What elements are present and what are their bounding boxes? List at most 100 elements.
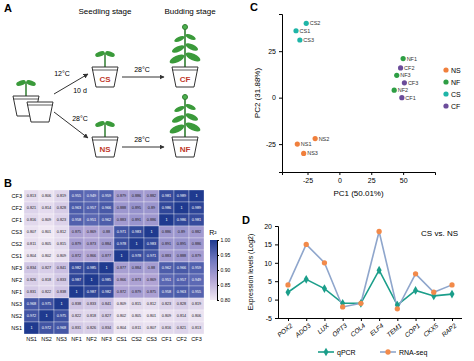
point-label: NS2 bbox=[319, 136, 330, 142]
cell-label: 0.823 bbox=[162, 302, 172, 306]
colorbar bbox=[210, 240, 217, 300]
cell bbox=[84, 214, 99, 226]
leaf bbox=[171, 114, 186, 125]
cell-label: 0.985 bbox=[87, 266, 97, 270]
cell-label: 0.895 bbox=[132, 206, 142, 210]
cell bbox=[84, 238, 99, 250]
y-axis-tick-label: -25 bbox=[266, 141, 276, 148]
x-axis-tick-mark bbox=[288, 318, 289, 321]
cell-label: 0.821 bbox=[27, 206, 37, 210]
cell bbox=[189, 298, 204, 310]
arrow bbox=[54, 74, 88, 94]
legend-label: NS bbox=[451, 67, 461, 74]
cell bbox=[189, 190, 204, 202]
cell-label: 0.812 bbox=[147, 302, 157, 306]
x-axis: NS1NS2NS3NF1NF2NF3CS1CS2CS3CF1CF2CF3 bbox=[26, 334, 202, 342]
y-axis-tick: 0 bbox=[268, 296, 278, 303]
x-axis-tick-label: COL4 bbox=[349, 321, 367, 338]
cell bbox=[189, 310, 204, 322]
cell bbox=[114, 238, 129, 250]
point bbox=[402, 80, 407, 85]
x-axis-tick: 50 bbox=[400, 172, 408, 184]
cell-label: 0.886 bbox=[192, 242, 202, 246]
colorbar-axis-tick: 0.90 bbox=[217, 267, 230, 273]
x-axis-tick-label: CS1 bbox=[116, 336, 127, 342]
marker bbox=[340, 304, 345, 309]
cell bbox=[24, 214, 39, 226]
x-axis-tick-mark bbox=[306, 318, 307, 321]
cell bbox=[54, 226, 69, 238]
cell-label: 0.891 bbox=[132, 218, 142, 222]
pot-body bbox=[27, 102, 53, 122]
cell-label: 1 bbox=[135, 242, 137, 246]
points bbox=[293, 21, 407, 156]
y-axis-tick-label: 0 bbox=[268, 296, 272, 303]
cell bbox=[159, 214, 174, 226]
cell-label: 0.809 bbox=[162, 314, 172, 318]
point-label: CF2 bbox=[404, 65, 414, 71]
legend-marker bbox=[323, 348, 328, 357]
cell-label: 0.806 bbox=[192, 314, 202, 318]
x-axis-title: PC1 (50.01%) bbox=[333, 189, 384, 198]
cell-label: 0.807 bbox=[147, 326, 157, 330]
colorbar-axis-tick-label: 1.00 bbox=[221, 237, 231, 243]
pot-rim bbox=[172, 70, 198, 71]
cell-label: 0.811 bbox=[132, 326, 141, 330]
cell bbox=[99, 298, 114, 310]
pot-body bbox=[172, 137, 198, 157]
cell-label: 0.886 bbox=[162, 230, 172, 234]
cell bbox=[39, 274, 54, 286]
legend-marker bbox=[443, 79, 448, 84]
leaf bbox=[184, 121, 201, 134]
cell bbox=[99, 238, 114, 250]
cell-label: 0.873 bbox=[132, 278, 142, 282]
cell-label: 0.877 bbox=[117, 266, 127, 270]
cell-label: 0.831 bbox=[27, 290, 37, 294]
x-axis-tick: COL4 bbox=[349, 318, 367, 338]
cell bbox=[129, 202, 144, 214]
cell-label: 0.985 bbox=[102, 278, 112, 282]
cell bbox=[99, 322, 114, 334]
leaf bbox=[184, 42, 199, 53]
cell bbox=[159, 190, 174, 202]
x-axis-tick-label: RAP2 bbox=[440, 321, 458, 338]
y-axis-title: Expression levels (Log2) bbox=[247, 234, 255, 311]
x-axis-tick-label: CF2 bbox=[176, 336, 186, 342]
pot-label: NS bbox=[99, 145, 111, 154]
stage-label: Budding stage bbox=[164, 7, 216, 16]
colorbar-axis-tick-mark bbox=[217, 255, 219, 256]
point-label: NF3 bbox=[400, 72, 410, 78]
cell-label: 1 bbox=[150, 230, 152, 234]
y-axis-tick: 15 bbox=[264, 241, 278, 248]
cell-label: 0.891 bbox=[162, 242, 172, 246]
leaf bbox=[168, 123, 185, 136]
cell-label: 0.838 bbox=[57, 290, 67, 294]
cell bbox=[174, 274, 189, 286]
leaf bbox=[168, 53, 185, 66]
cell-label: 0.823 bbox=[57, 218, 67, 222]
cell bbox=[174, 226, 189, 238]
cell-label: 0.827 bbox=[102, 314, 112, 318]
x-axis-tick-label: LUX bbox=[316, 321, 331, 335]
x-axis-tick-label: TEM1 bbox=[385, 322, 403, 339]
cell-label: 0.826 bbox=[87, 326, 97, 330]
cell bbox=[99, 214, 114, 226]
cell-label: 1 bbox=[105, 266, 107, 270]
panel-label: A bbox=[4, 2, 12, 14]
x-axis-tick-label: NS3 bbox=[56, 336, 67, 342]
cell bbox=[54, 322, 69, 334]
cell bbox=[189, 274, 204, 286]
y-axis-tick-mark bbox=[279, 144, 282, 145]
colorbar-axis-line bbox=[218, 241, 220, 301]
x-axis-tick-label: -25 bbox=[303, 177, 313, 184]
y-axis-tick-mark bbox=[275, 226, 278, 227]
y-axis-tick: NF1 bbox=[12, 289, 24, 295]
cell-label: 0.986 bbox=[162, 206, 172, 210]
point-label: CF3 bbox=[408, 80, 418, 86]
point-label: NS1 bbox=[301, 141, 312, 147]
cell-label: 0.975 bbox=[57, 314, 67, 318]
pot-body bbox=[92, 137, 118, 157]
cell-label: 0.821 bbox=[177, 326, 187, 330]
x-axis-tick-mark bbox=[343, 318, 344, 321]
colorbar-title: R² bbox=[209, 229, 217, 236]
